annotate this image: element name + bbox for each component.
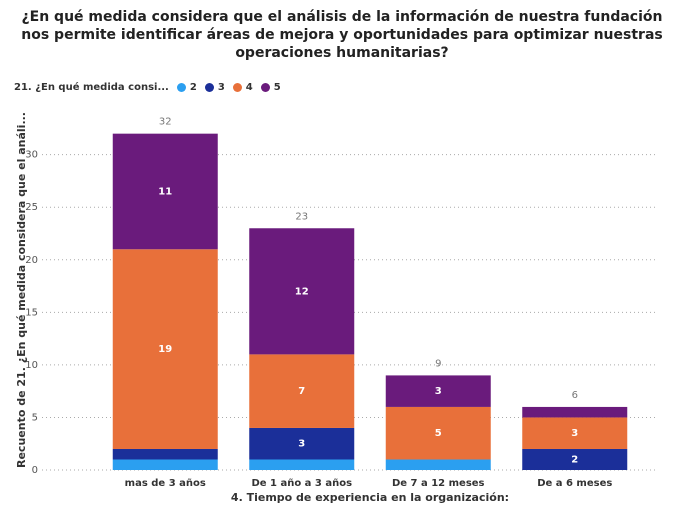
bar-segment bbox=[249, 354, 355, 428]
data-label: 5 bbox=[435, 428, 442, 439]
legend-swatch bbox=[260, 83, 270, 92]
x-tick-label: De a 6 meses bbox=[537, 478, 612, 489]
bar-segment bbox=[522, 417, 628, 449]
legend-label: 3 bbox=[217, 82, 225, 93]
bar-segment bbox=[249, 228, 355, 355]
bar-segment bbox=[385, 459, 491, 470]
bar-segment bbox=[112, 133, 218, 250]
y-tick-label: 30 bbox=[25, 150, 38, 161]
legend-swatch bbox=[232, 83, 242, 92]
bar-segment bbox=[112, 459, 218, 470]
bar-segment bbox=[249, 427, 355, 460]
legend-label: 4 bbox=[245, 82, 253, 93]
y-tick-label: 20 bbox=[25, 255, 38, 266]
y-tick-label: 15 bbox=[25, 307, 38, 318]
total-label: 9 bbox=[435, 358, 441, 369]
x-tick-label: De 7 a 12 meses bbox=[392, 478, 485, 489]
bar-segment bbox=[112, 448, 218, 460]
legend-swatch bbox=[204, 83, 214, 92]
bar-segment bbox=[385, 406, 491, 460]
legend-label: 2 bbox=[189, 82, 197, 93]
bar-segment bbox=[522, 448, 628, 470]
data-label: 19 bbox=[158, 344, 172, 355]
total-label: 23 bbox=[295, 211, 308, 222]
data-label: 11 bbox=[158, 186, 172, 197]
data-label: 3 bbox=[571, 428, 578, 439]
chart-title: ¿En qué medida considera que el análisis… bbox=[21, 9, 663, 61]
data-label: 3 bbox=[435, 386, 442, 397]
bar-segment bbox=[112, 249, 218, 449]
legend: 21. ¿En qué medida consi... 2 3 4 5 bbox=[14, 82, 281, 93]
total-label: 6 bbox=[572, 390, 578, 401]
data-label: 3 bbox=[298, 439, 305, 450]
legend-swatch bbox=[176, 83, 186, 92]
total-label: 32 bbox=[159, 117, 172, 128]
y-tick-label: 5 bbox=[32, 412, 38, 423]
x-axis-label: 4. Tiempo de experiencia en la organizac… bbox=[231, 491, 509, 504]
y-tick-label: 0 bbox=[32, 465, 38, 476]
legend-title: 21. ¿En qué medida consi... bbox=[14, 82, 169, 93]
y-tick-label: 25 bbox=[25, 202, 38, 213]
y-axis-label: Recuento de 21. ¿En qué medida considera… bbox=[15, 112, 28, 468]
bar-segment bbox=[249, 459, 355, 470]
y-tick-label: 10 bbox=[25, 360, 38, 371]
data-label: 7 bbox=[298, 386, 305, 397]
bar-segment bbox=[385, 375, 491, 407]
data-label: 2 bbox=[571, 454, 578, 465]
bar-segment bbox=[522, 406, 628, 418]
legend-label: 5 bbox=[273, 82, 281, 93]
data-label: 12 bbox=[295, 286, 309, 297]
x-tick-label: mas de 3 años bbox=[125, 478, 206, 489]
x-tick-label: De 1 año a 3 años bbox=[251, 478, 352, 489]
